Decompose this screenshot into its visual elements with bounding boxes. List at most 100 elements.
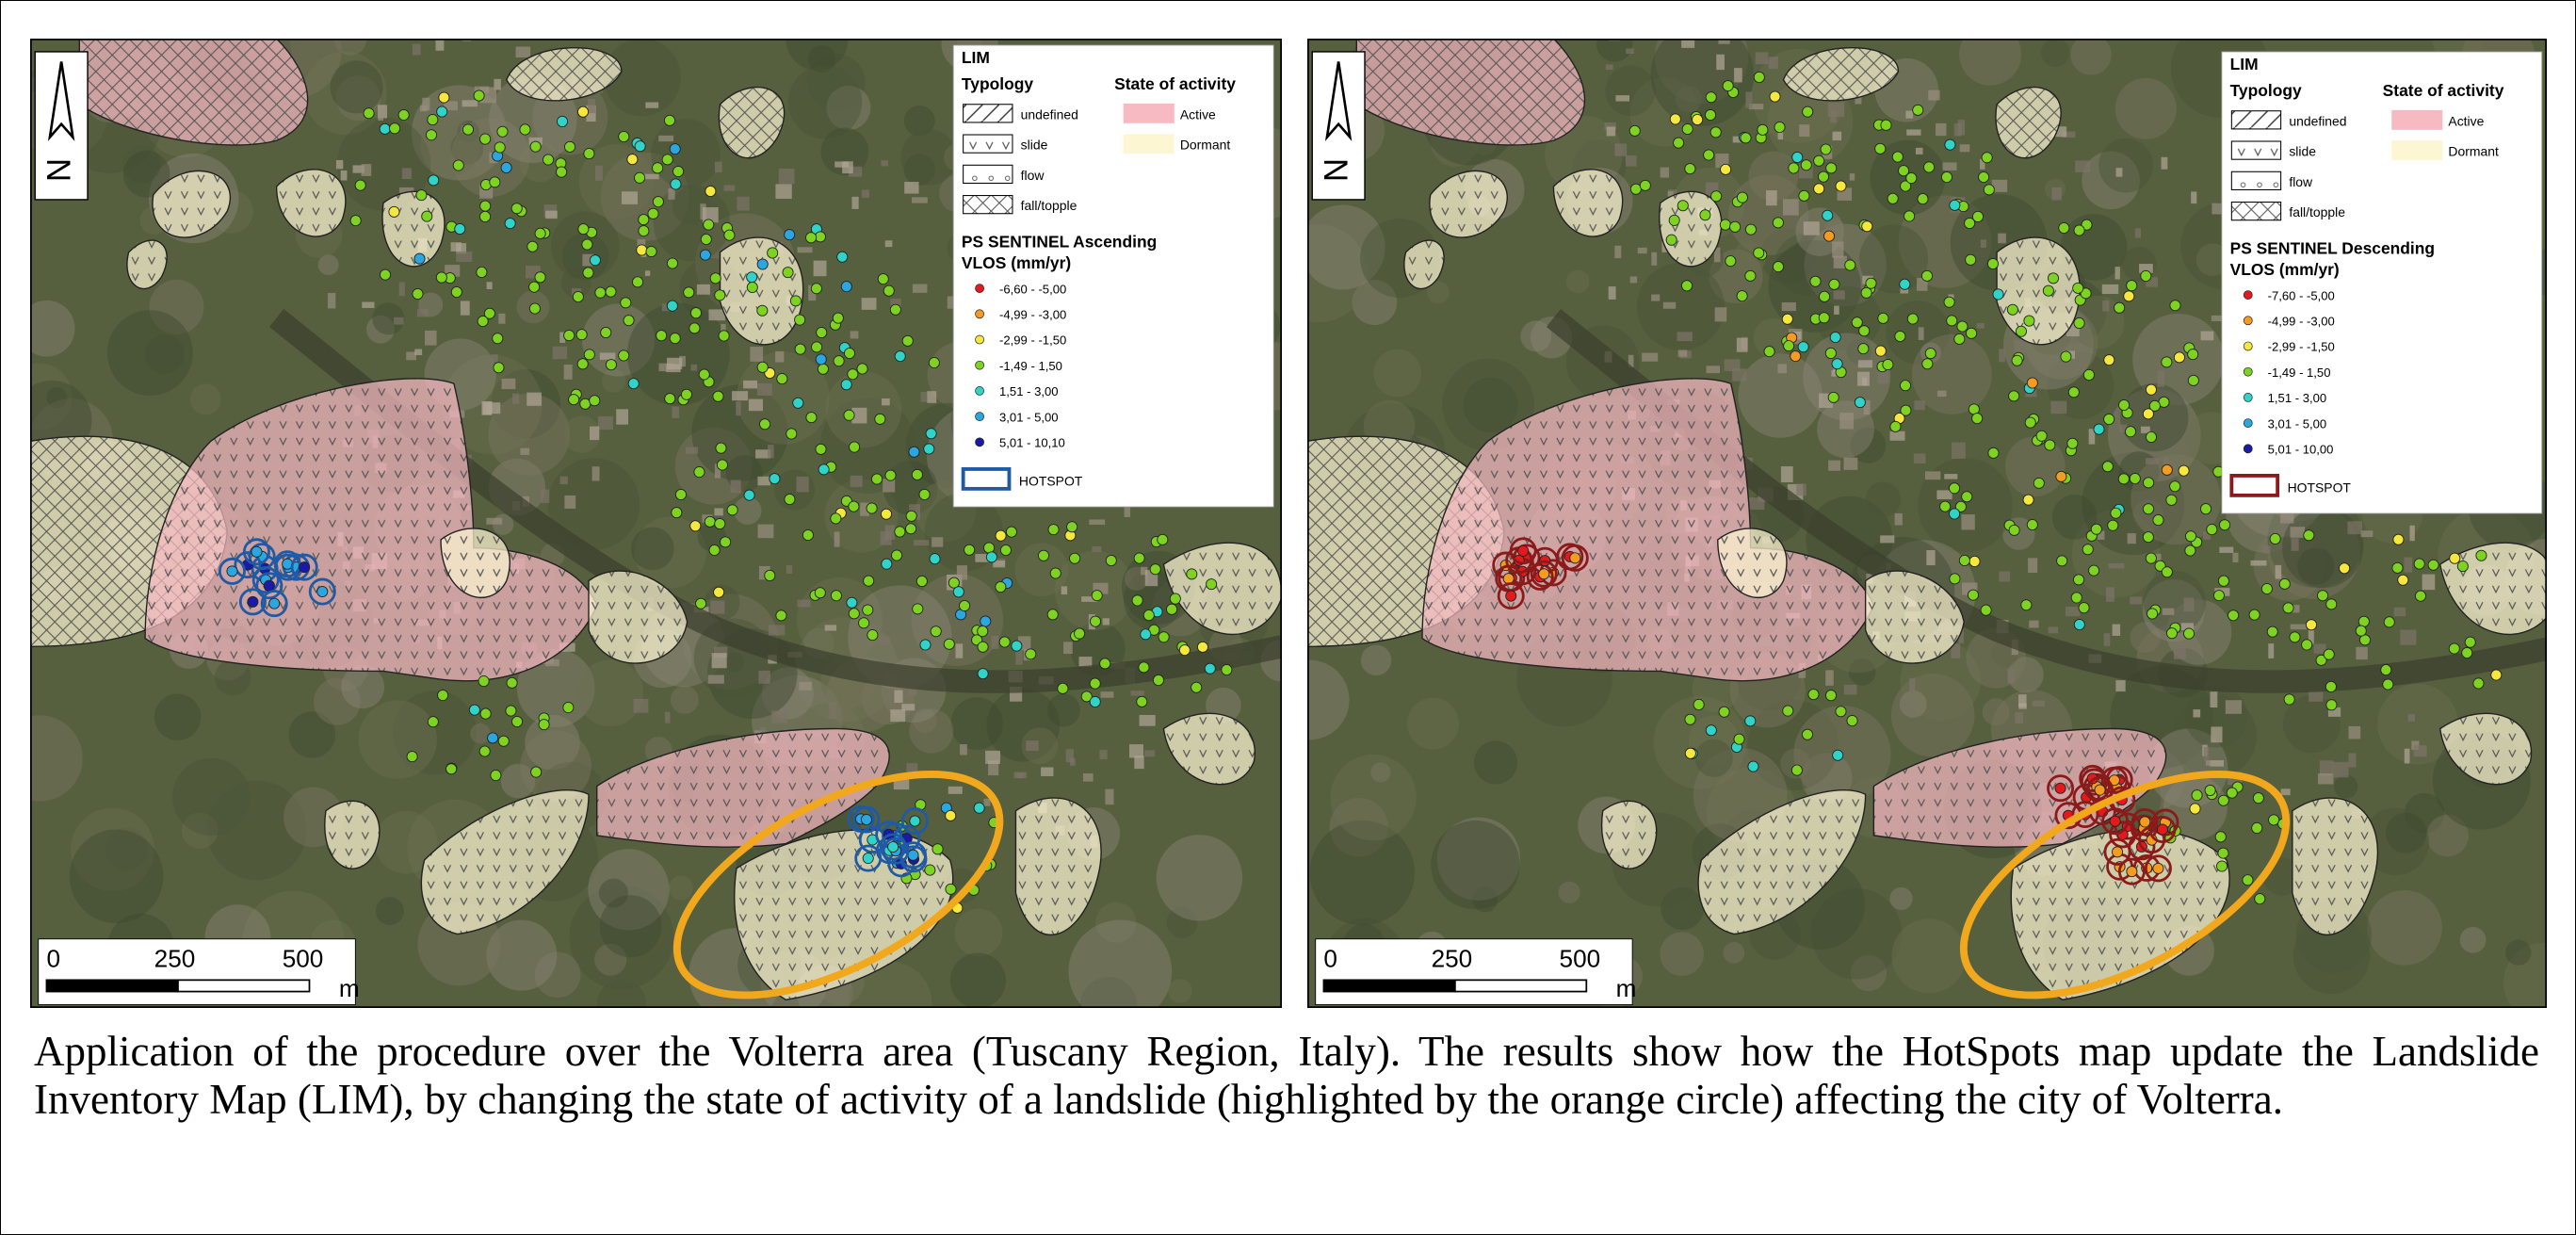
- ps-point: [2022, 494, 2034, 506]
- map-frame: [30, 39, 1282, 1008]
- terrain: [1675, 86, 1702, 113]
- building: [2103, 633, 2111, 646]
- ps-point: [1822, 209, 1834, 221]
- ps-point: [2006, 303, 2018, 316]
- legend-text: 5,01 - 10,10: [999, 436, 1065, 450]
- legend-text: fall/topple: [1021, 198, 1077, 213]
- ps-point: [708, 544, 721, 556]
- terrain: [883, 461, 938, 515]
- building: [1748, 104, 1764, 110]
- building: [2327, 707, 2341, 717]
- building: [948, 786, 963, 794]
- terrain: [182, 812, 219, 849]
- ps-point: [415, 189, 428, 202]
- ps-point: [1900, 180, 1912, 192]
- building: [1777, 364, 1787, 374]
- terrain: [1817, 400, 1874, 459]
- ps-point: [2088, 564, 2100, 577]
- ps-point: [579, 398, 591, 410]
- ps-point: [977, 668, 989, 680]
- ps-point: [1720, 163, 1732, 175]
- legend-dot: [2243, 341, 2253, 351]
- legend-dot: [975, 437, 984, 447]
- legend-text: Dormant: [1180, 138, 1231, 153]
- building: [621, 191, 638, 204]
- ps-point: [251, 545, 263, 558]
- ps-point: [699, 249, 711, 261]
- building: [851, 196, 859, 209]
- landslide: [1600, 800, 1658, 869]
- terrain: [986, 688, 1061, 762]
- ps-point: [2054, 782, 2066, 794]
- ps-point: [1178, 644, 1191, 657]
- building: [1827, 102, 1845, 117]
- legend: LIM Typology State of activity undefined sli…: [952, 44, 1274, 508]
- ps-point: [2191, 789, 2203, 802]
- ps-point: [397, 108, 410, 122]
- building: [1917, 278, 1928, 291]
- ps-point: [477, 315, 489, 328]
- terrain: [1810, 887, 1903, 980]
- building: [644, 270, 651, 276]
- building: [462, 34, 471, 41]
- ps-point: [818, 463, 830, 476]
- building: [2393, 607, 2406, 617]
- building: [2232, 552, 2239, 562]
- ps-point: [1891, 151, 1904, 163]
- building: [511, 393, 520, 404]
- scale-seg: [1454, 979, 1588, 993]
- ps-point: [2139, 816, 2151, 828]
- building: [890, 299, 901, 308]
- building: [340, 170, 348, 181]
- ps-point: [511, 715, 524, 727]
- ps-point: [2305, 619, 2318, 631]
- ps-point: [805, 412, 818, 424]
- ps-point: [530, 766, 543, 778]
- building: [2191, 191, 2197, 204]
- building: [708, 309, 725, 321]
- hotspot-ring: [1526, 562, 1554, 591]
- ps-point: [2183, 627, 2195, 640]
- terrain: [826, 85, 871, 130]
- ps-point: [1005, 526, 1017, 538]
- building: [707, 674, 724, 684]
- ps-point: [2254, 893, 2266, 905]
- terrain: [374, 811, 438, 874]
- building: [690, 364, 698, 371]
- ps-point: [932, 843, 944, 855]
- ps-point: [1813, 183, 1825, 195]
- ps-point: [1880, 119, 1892, 131]
- ps-point: [656, 330, 668, 342]
- ps-point: [2073, 224, 2085, 236]
- building: [486, 282, 493, 290]
- building: [588, 98, 595, 114]
- terrain: [144, 334, 185, 374]
- scale-label: 500: [283, 944, 324, 972]
- building: [1768, 57, 1778, 70]
- ps-point: [2044, 439, 2056, 451]
- ps-point: [923, 443, 935, 455]
- ps-point: [496, 125, 509, 138]
- ps-point: [925, 428, 937, 440]
- ps-point: [473, 89, 485, 102]
- building: [2173, 646, 2186, 659]
- legend-dot: [2243, 290, 2253, 300]
- ps-point: [2382, 678, 2394, 691]
- building: [912, 197, 928, 203]
- ps-point: [930, 626, 942, 638]
- ps-point: [977, 626, 989, 638]
- scale-label: 0: [46, 944, 60, 972]
- ps-point: [468, 704, 480, 716]
- terrain: [599, 895, 662, 958]
- building: [1777, 129, 1784, 140]
- legend-text: PS SENTINEL Ascending: [962, 232, 1157, 251]
- ps-point: [695, 597, 707, 609]
- building: [460, 301, 470, 316]
- building: [2088, 429, 2096, 445]
- building: [2409, 525, 2415, 542]
- ps-point: [1191, 681, 1203, 693]
- ps-point: [1971, 413, 1984, 425]
- building: [479, 87, 497, 104]
- legend-swatch: [961, 467, 1012, 491]
- legend-dot: [975, 386, 984, 396]
